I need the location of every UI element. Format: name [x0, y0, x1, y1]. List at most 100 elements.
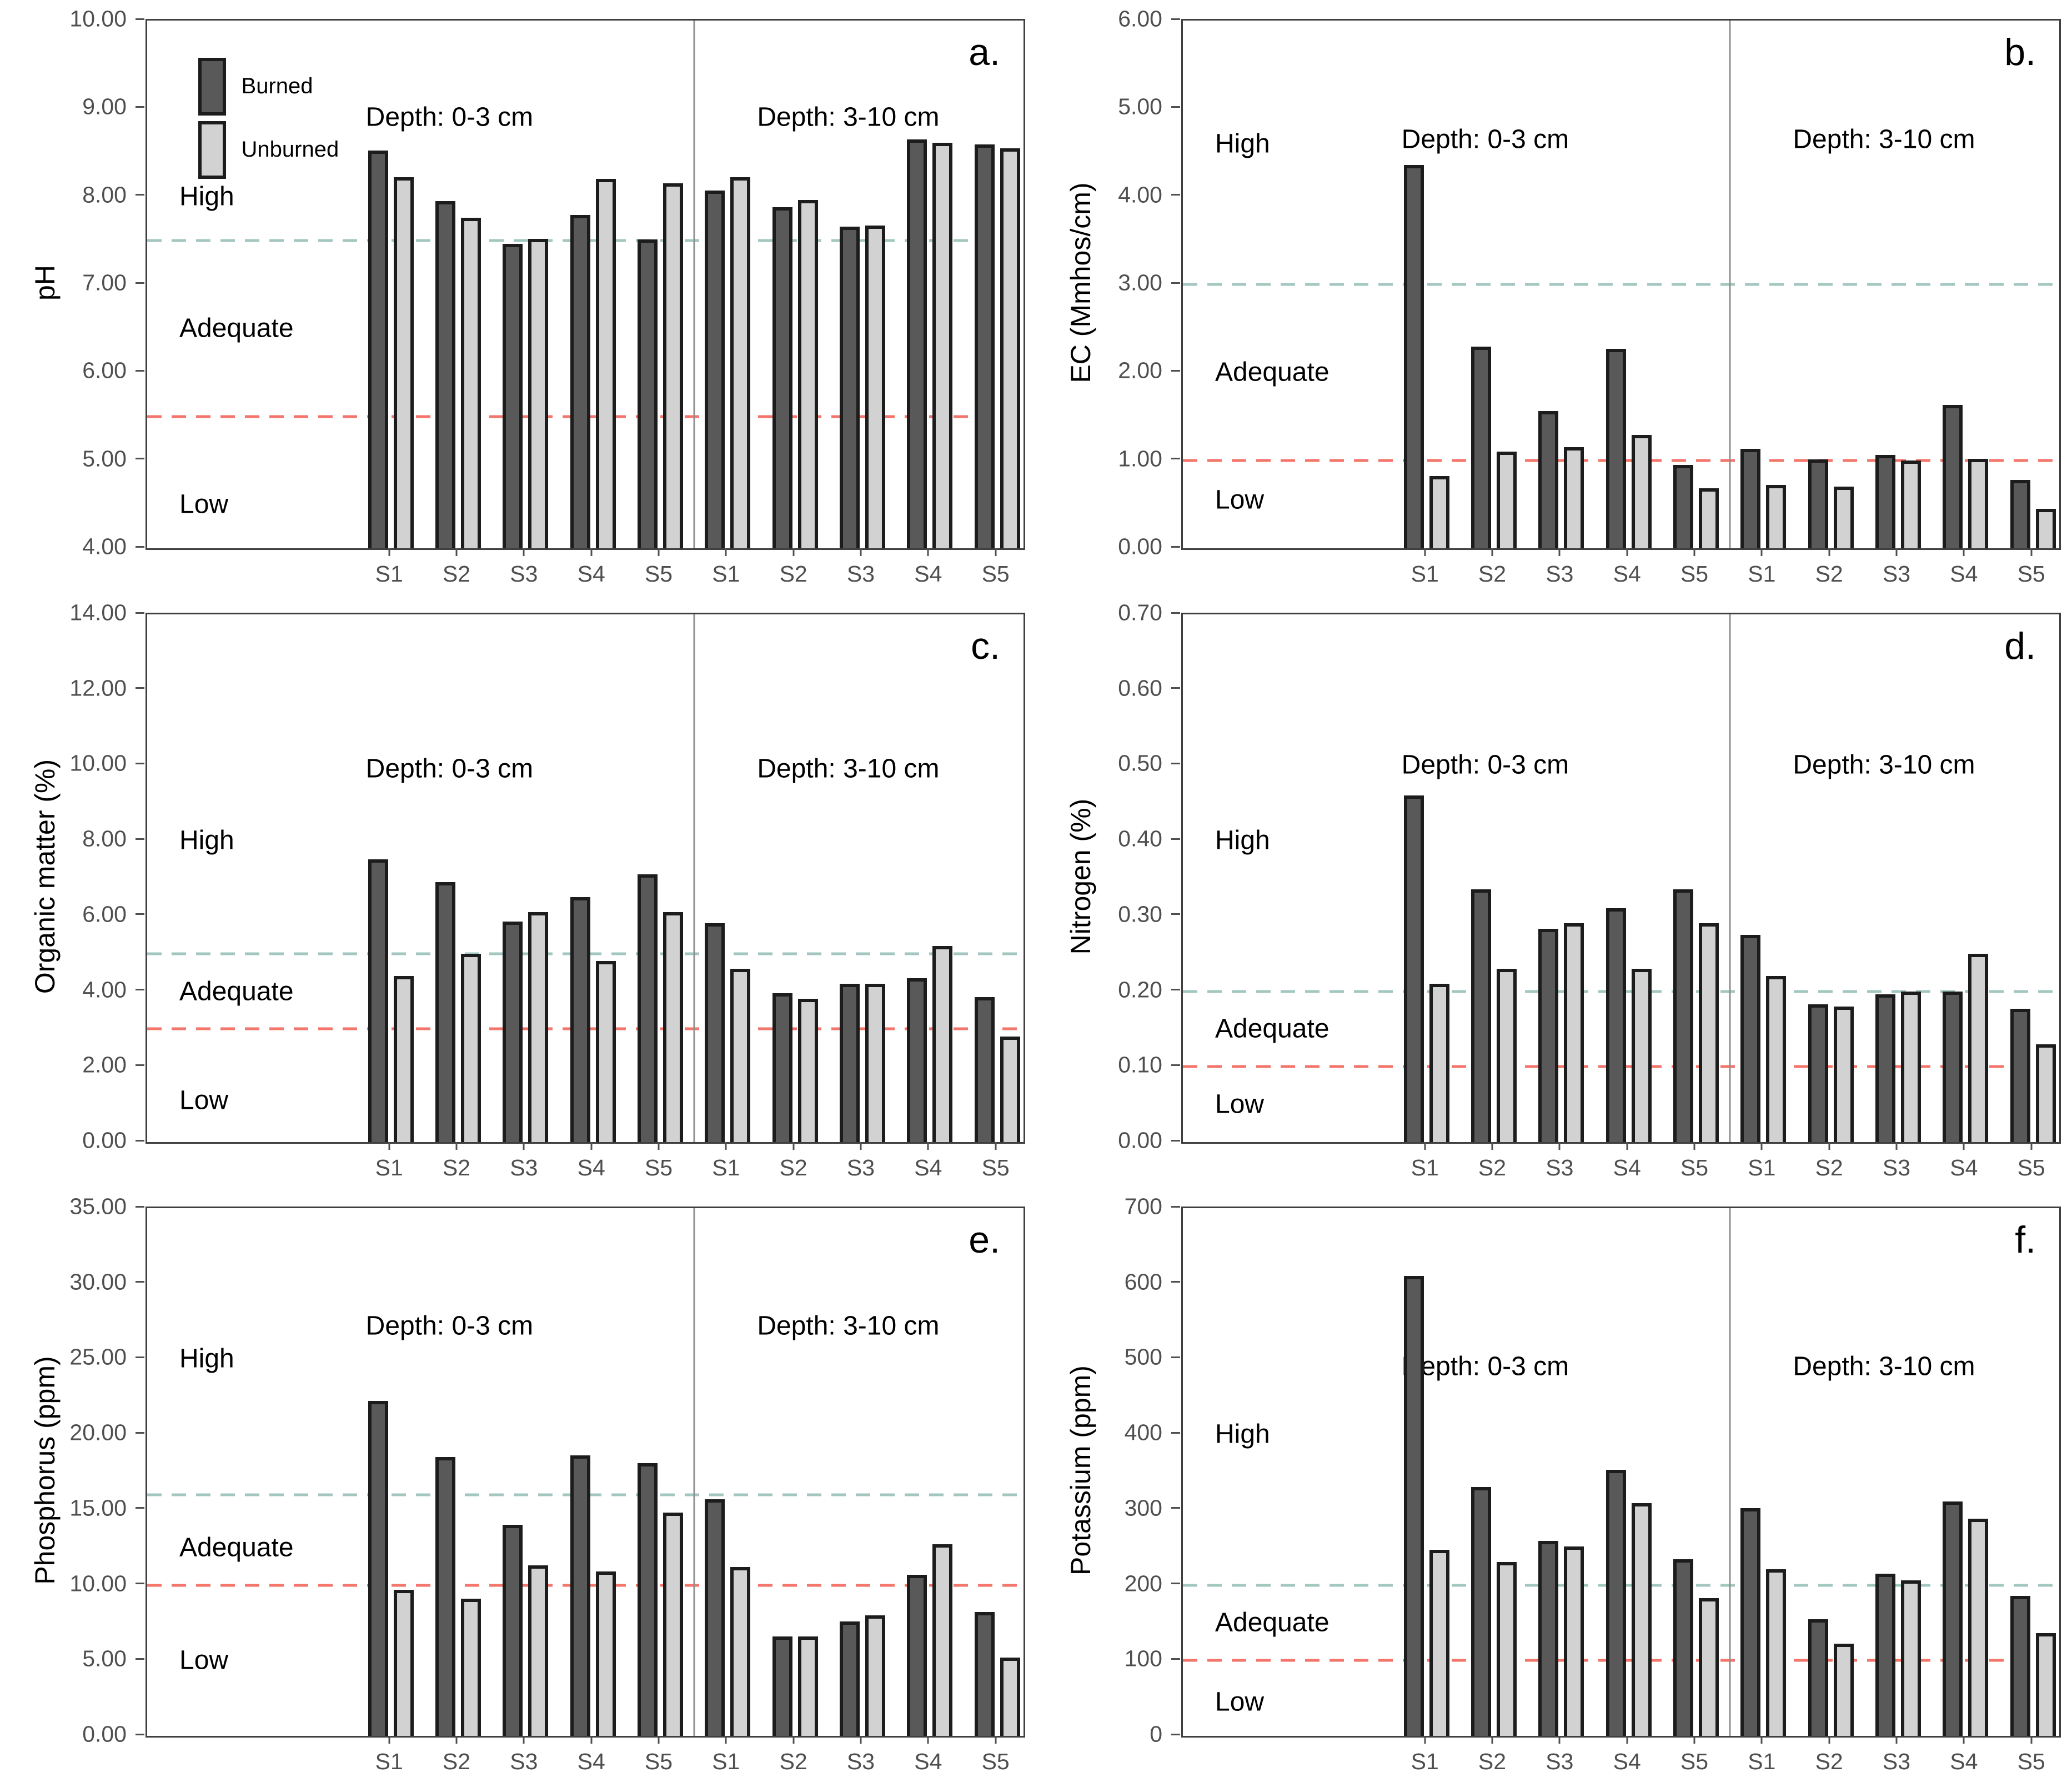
y-tick-label: 25.00 — [69, 1344, 127, 1370]
x-tick-mark — [1760, 548, 1763, 556]
y-tick-label: 30.00 — [69, 1269, 127, 1295]
x-tick-label: S1 — [1411, 1749, 1439, 1774]
bar-burned-s1-depth1 — [1403, 795, 1424, 1142]
y-tick-label: 8.00 — [82, 182, 127, 208]
zone-label-low: Low — [1215, 1687, 1265, 1717]
bar-burned-s2-depth1 — [435, 201, 455, 548]
zone-label-adequate: Adequate — [179, 313, 294, 343]
y-axis-title: Organic matter (%) — [29, 759, 61, 994]
x-tick-mark — [658, 548, 660, 556]
bar-unburned-s4-depth2 — [1968, 953, 1989, 1142]
y-tick-label: 2.00 — [82, 1052, 127, 1078]
x-tick-label: S4 — [577, 1749, 605, 1774]
high-threshold-line — [1183, 283, 2059, 286]
bar-unburned-s4-depth1 — [1631, 1503, 1652, 1736]
depth-header-1: Depth: 0-3 cm — [365, 1311, 534, 1341]
y-tick-label: 400 — [1124, 1419, 1162, 1445]
x-tick-label: S3 — [846, 1155, 875, 1180]
y-tick-label: 5.00 — [82, 1645, 127, 1671]
x-tick-label: S4 — [1613, 561, 1641, 587]
zone-label-high: High — [179, 1344, 234, 1374]
legend: Burned Unburned — [198, 57, 339, 184]
depth-header-2: Depth: 3-10 cm — [757, 102, 940, 132]
bar-unburned-s4-depth2 — [932, 946, 953, 1142]
y-tick-label: 14.00 — [69, 599, 127, 625]
x-tick-mark — [995, 548, 997, 556]
x-tick-label: S5 — [981, 561, 1010, 587]
y-tick-mark — [136, 762, 144, 764]
bar-burned-s5-depth1 — [1673, 1559, 1693, 1736]
y-tick-mark — [136, 838, 144, 840]
y-tick-label: 0.20 — [1118, 977, 1162, 1003]
x-tick-label: S3 — [1882, 561, 1911, 587]
bar-unburned-s4-depth1 — [1631, 968, 1652, 1142]
x-tick-label: S4 — [577, 561, 605, 587]
bar-burned-s1-depth1 — [368, 859, 388, 1142]
y-tick-mark — [136, 1205, 144, 1208]
x-tick-label: S3 — [1882, 1155, 1911, 1180]
y-tick-mark — [1171, 612, 1180, 614]
y-tick-label: 8.00 — [82, 825, 127, 852]
bar-unburned-s5-depth2 — [2035, 1633, 2056, 1736]
bar-burned-s4-depth2 — [1943, 404, 1963, 548]
bar-unburned-s3-depth2 — [1901, 460, 1922, 548]
zone-label-adequate: Adequate — [179, 977, 294, 1007]
x-tick-mark — [1760, 1736, 1763, 1744]
panel-b: EC (Mmhos/cm) 6.00 5.00 4.00 3.00 2.00 1.00 0.0… — [1036, 0, 2072, 594]
y-tick-label: 6.00 — [82, 357, 127, 383]
bar-unburned-s3-depth1 — [528, 1565, 549, 1736]
y-tick-label: 0.00 — [82, 1127, 127, 1153]
x-tick-mark — [523, 548, 525, 556]
x-tick-label: S3 — [1546, 1749, 1574, 1774]
x-tick-label: S2 — [1815, 1155, 1843, 1180]
x-tick-mark — [658, 1142, 660, 1150]
legend-item-burned: Burned — [198, 57, 339, 116]
panel-letter: d. — [2004, 625, 2036, 667]
x-tick-label: S2 — [1815, 561, 1843, 587]
bar-unburned-s4-depth1 — [595, 1571, 616, 1736]
y-tick-mark — [1171, 1356, 1180, 1358]
bar-unburned-s1-depth1 — [1429, 984, 1449, 1142]
y-tick-label: 10.00 — [69, 6, 127, 32]
x-tick-mark — [995, 1736, 997, 1744]
x-tick-mark — [1491, 1736, 1493, 1744]
bar-unburned-s4-depth2 — [1968, 458, 1989, 548]
x-tick-label: S2 — [442, 561, 471, 587]
bar-burned-s1-depth2 — [705, 190, 725, 548]
zone-label-high: High — [1215, 1419, 1270, 1449]
bar-unburned-s2-depth1 — [1497, 451, 1517, 548]
y-tick-mark — [136, 282, 144, 284]
x-tick-mark — [1963, 548, 1965, 556]
x-tick-mark — [725, 1142, 727, 1150]
bar-burned-s4-depth2 — [907, 139, 927, 548]
x-tick-label: S5 — [644, 561, 673, 587]
y-tick-mark — [1171, 369, 1180, 372]
x-tick-mark — [860, 1736, 862, 1744]
x-tick-label: S5 — [2017, 1155, 2045, 1180]
panel-d: Nitrogen (%) 0.70 0.60 0.50 0.40 0.30 0.20 0.10… — [1036, 594, 2072, 1188]
x-tick-label: S1 — [1411, 1155, 1439, 1180]
bar-burned-s3-depth2 — [839, 226, 860, 548]
x-tick-label: S4 — [1950, 561, 1978, 587]
x-tick-mark — [523, 1736, 525, 1744]
bar-burned-s4-depth2 — [907, 1574, 927, 1736]
y-tick-mark — [136, 1356, 144, 1358]
y-tick-mark — [136, 1281, 144, 1283]
x-tick-label: S5 — [644, 1749, 673, 1774]
y-tick-label: 12.00 — [69, 675, 127, 701]
x-tick-label: S5 — [2017, 561, 2045, 587]
bar-burned-s1-depth2 — [1740, 449, 1761, 548]
x-tick-mark — [2030, 548, 2033, 556]
bar-unburned-s5-depth1 — [663, 183, 684, 548]
bar-unburned-s4-depth2 — [1968, 1519, 1989, 1736]
y-tick-label: 1.00 — [1118, 446, 1162, 472]
y-tick-mark — [136, 687, 144, 689]
x-tick-mark — [1626, 1142, 1628, 1150]
panel-c: Organic matter (%) 14.00 12.00 10.00 8.00 6.0… — [0, 594, 1036, 1188]
x-tick-label: S2 — [1478, 561, 1507, 587]
x-tick-label: S2 — [442, 1155, 471, 1180]
plot-box: High Adequate Low Depth: 0-3 cm Depth: 3-10 … — [1181, 1207, 2061, 1738]
x-tick-label: S2 — [1478, 1155, 1507, 1180]
y-tick-label: 2.00 — [1118, 357, 1162, 383]
x-tick-mark — [1693, 548, 1695, 556]
